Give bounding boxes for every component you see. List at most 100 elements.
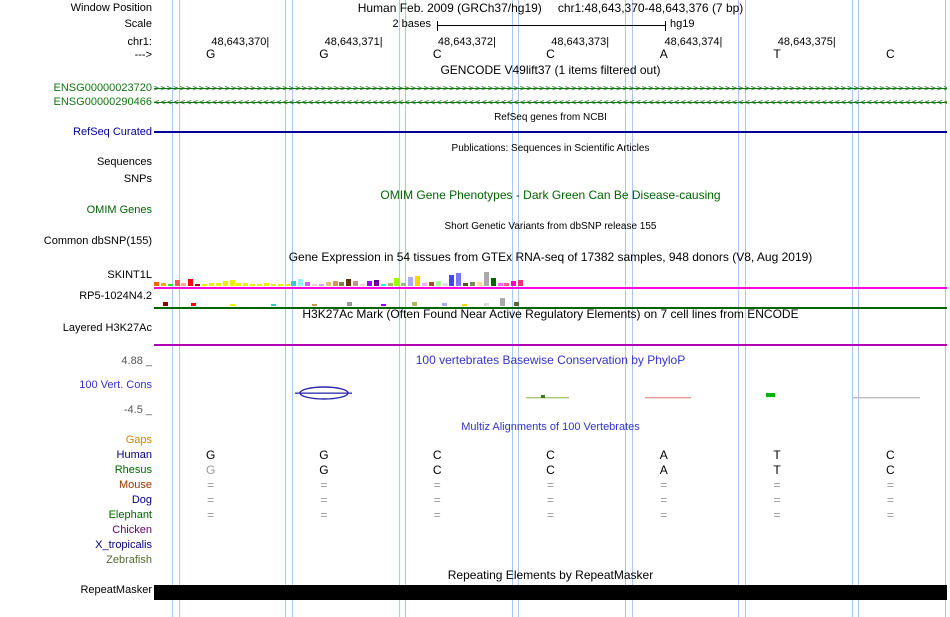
gtex-expression-bar bbox=[216, 283, 221, 286]
multiz-base: = bbox=[546, 478, 554, 492]
multiz-species-label-rhesus[interactable]: Rhesus bbox=[114, 464, 152, 476]
gtex-expression-bar bbox=[223, 281, 228, 286]
omim-title: OMIM Gene Phenotypes - Dark Green Can Be… bbox=[380, 188, 721, 202]
ruler-coordinate: 48,643,374| bbox=[664, 36, 723, 48]
multiz-species-label-gaps[interactable]: Gaps bbox=[125, 434, 152, 446]
gtex-expression-bar bbox=[271, 284, 276, 286]
multiz-species-label-x-tropicalis[interactable]: X_tropicalis bbox=[95, 539, 152, 551]
multiz-species-label-dog[interactable]: Dog bbox=[131, 494, 152, 506]
multiz-species-label-chicken[interactable]: Chicken bbox=[112, 524, 152, 536]
phylop-signal-mark bbox=[295, 392, 352, 394]
scale-bar-line bbox=[438, 25, 665, 26]
gtex-gene-label-skint1l[interactable]: SKINT1L bbox=[107, 269, 152, 281]
repeatmasker-item[interactable] bbox=[154, 585, 947, 600]
gtex-expression-bar bbox=[305, 282, 310, 286]
gtex-rp5-line[interactable] bbox=[154, 307, 947, 309]
ruler-coordinates[interactable]: 48,643,370| 48,643,371| 48,643,372| 48,643,… bbox=[0, 36, 950, 49]
multiz-base: = bbox=[773, 478, 781, 492]
ruler-coordinate: 48,643,373| bbox=[551, 36, 610, 48]
ruler-coordinate: 48,643,372| bbox=[437, 36, 496, 48]
multiz-base: C bbox=[886, 448, 895, 462]
multiz-species-label-zebrafish[interactable]: Zebrafish bbox=[106, 554, 152, 566]
gtex-expression-bar bbox=[449, 275, 454, 286]
multiz-base: = bbox=[886, 493, 894, 507]
multiz-species-label-human[interactable]: Human bbox=[116, 449, 152, 461]
gtex-expression-bar bbox=[163, 302, 168, 306]
multiz-base: = bbox=[207, 508, 215, 522]
gtex-expression-bar bbox=[168, 284, 173, 286]
repeatmasker-label[interactable]: RepeatMasker bbox=[80, 584, 152, 596]
multiz-base: A bbox=[659, 448, 668, 462]
gtex-expression-bar bbox=[333, 281, 338, 286]
scale-bar bbox=[437, 21, 666, 31]
gtex-expression-bar bbox=[209, 283, 214, 286]
multiz-base: C bbox=[546, 448, 555, 462]
gtex-expression-bar bbox=[188, 279, 193, 286]
gtex-expression-bar bbox=[298, 279, 303, 286]
multiz-base: = bbox=[320, 478, 328, 492]
phylop-track-canvas[interactable] bbox=[154, 372, 947, 414]
multiz-base: = bbox=[660, 508, 668, 522]
phylop-label[interactable]: 100 Vert. Cons bbox=[79, 379, 152, 391]
chrom-label: chr1: bbox=[127, 36, 152, 48]
h3k27ac-label[interactable]: Layered H3K27Ac bbox=[62, 322, 152, 334]
gene-strand-strip[interactable]: >>>>>>>>>>>>>>>>>>>>>>>>>>>>>>>>>>>>>>>>… bbox=[154, 84, 947, 94]
gtex-expression-bar bbox=[394, 278, 399, 286]
gtex-expression-bar bbox=[442, 303, 447, 306]
strand-label: ---> bbox=[134, 49, 152, 61]
gtex-barchart-skint1l[interactable] bbox=[154, 269, 947, 286]
gtex-expression-bar bbox=[456, 273, 461, 286]
multiz-title: Multiz Alignments of 100 Vertebrates bbox=[461, 421, 640, 433]
multiz-base: = bbox=[433, 478, 441, 492]
snps-label[interactable]: SNPs bbox=[123, 173, 152, 185]
h3k27ac-line[interactable] bbox=[154, 344, 947, 346]
multiz-species-label-elephant[interactable]: Elephant bbox=[108, 509, 152, 521]
dbsnp-label[interactable]: Common dbSNP(155) bbox=[43, 235, 152, 247]
multiz-base: G bbox=[319, 463, 329, 477]
gene-item-label-0[interactable]: ENSG00000023720 bbox=[53, 82, 152, 94]
gtex-expression-bar bbox=[339, 282, 344, 286]
assembly-title: Human Feb. 2009 (GRCh37/hg19) bbox=[357, 1, 542, 15]
gtex-expression-bar bbox=[278, 284, 283, 286]
sequences-label[interactable]: Sequences bbox=[96, 156, 152, 168]
phylop-signal-mark bbox=[645, 397, 691, 399]
gtex-expression-bar bbox=[484, 272, 489, 286]
gtex-expression-bar bbox=[353, 281, 358, 286]
gtex-expression-bar bbox=[408, 277, 413, 286]
multiz-base: = bbox=[320, 493, 328, 507]
gtex-expression-bar bbox=[381, 284, 386, 286]
refseq-curated-line[interactable] bbox=[154, 131, 947, 133]
omim-genes-label[interactable]: OMIM Genes bbox=[86, 204, 152, 216]
multiz-base: C bbox=[432, 448, 442, 462]
sequence-base: A bbox=[659, 47, 668, 61]
phylop-max-label: 4.88 _ bbox=[121, 355, 152, 367]
gene-strand-strip[interactable]: <<<<<<<<<<<<<<<<<<<<<<<<<<<<<<<<<<<<<<<<… bbox=[154, 98, 947, 108]
gtex-expression-bar bbox=[291, 281, 296, 286]
multiz-base: = bbox=[773, 493, 781, 507]
gtex-expression-bar bbox=[312, 284, 317, 286]
gtex-barchart-rp5[interactable] bbox=[154, 296, 947, 306]
multiz-base: = bbox=[773, 508, 781, 522]
gtex-expression-bar bbox=[161, 283, 166, 286]
multiz-base: = bbox=[886, 478, 894, 492]
gtex-skint1l-line[interactable] bbox=[154, 287, 947, 289]
h3k27ac-title: H3K27Ac Mark (Often Found Near Active Re… bbox=[302, 307, 799, 321]
gtex-expression-bar bbox=[422, 283, 427, 286]
gtex-gene-label-rp5[interactable]: RP5-1024N4.2 bbox=[79, 290, 152, 302]
multiz-species-label-mouse[interactable]: Mouse bbox=[118, 479, 152, 491]
gene-intron-line bbox=[154, 102, 947, 103]
multiz-base: = bbox=[207, 478, 215, 492]
repeatmasker-title: Repeating Elements by RepeatMasker bbox=[447, 568, 654, 582]
gtex-expression-bar bbox=[484, 303, 489, 306]
gtex-expression-bar bbox=[415, 276, 420, 286]
multiz-base: C bbox=[886, 463, 895, 477]
gtex-expression-bar bbox=[388, 283, 393, 286]
gtex-expression-bar bbox=[500, 298, 505, 306]
gtex-expression-bar bbox=[401, 283, 406, 286]
scale-value: 2 bases bbox=[392, 18, 431, 30]
refseq-curated-label[interactable]: RefSeq Curated bbox=[73, 126, 152, 138]
gene-item-label-1[interactable]: ENSG00000290466 bbox=[53, 96, 152, 108]
multiz-base: = bbox=[660, 493, 668, 507]
gtex-expression-bar bbox=[436, 281, 441, 286]
